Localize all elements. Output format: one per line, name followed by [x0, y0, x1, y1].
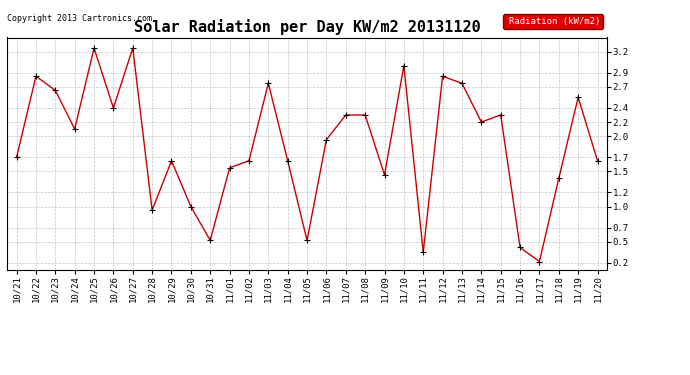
- Title: Solar Radiation per Day KW/m2 20131120: Solar Radiation per Day KW/m2 20131120: [134, 19, 480, 35]
- Legend: Radiation (kW/m2): Radiation (kW/m2): [503, 14, 602, 28]
- Text: Copyright 2013 Cartronics.com: Copyright 2013 Cartronics.com: [7, 14, 152, 23]
